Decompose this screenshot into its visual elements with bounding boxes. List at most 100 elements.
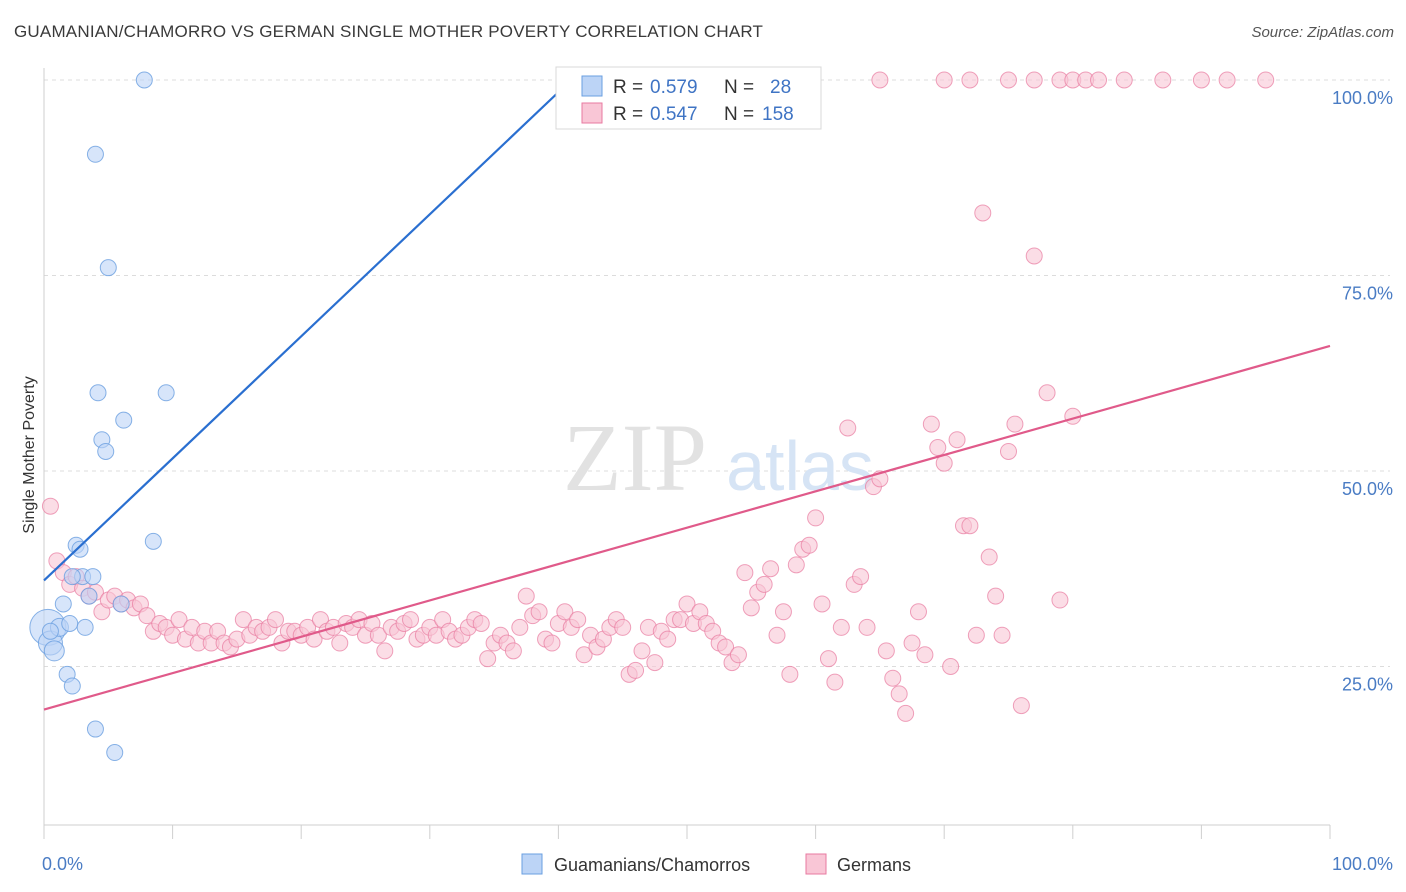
german-point [942,658,960,675]
german-point [922,415,940,433]
bottom-legend-guamanian: Guamanians/Chamorros [554,855,750,875]
german-point [903,634,921,652]
german-point [762,560,780,578]
source-label: Source: ZipAtlas.com [1251,24,1394,41]
german-point [41,497,59,515]
german-point [819,650,837,668]
german-point [961,71,979,89]
guamanian-point [54,595,72,613]
legend-n-value-1: 28 [770,77,791,98]
german-point [993,626,1011,644]
bottom-legend-swatch-german [805,853,827,875]
legend-n-value-2: 158 [762,104,794,125]
guamanian-point [80,587,98,605]
german-point [736,564,754,582]
german-point [1257,71,1275,89]
german-point [170,611,188,629]
german-point [717,638,735,656]
german-point [781,665,799,683]
german-point [530,603,548,621]
trend-line-german [43,344,1331,711]
german-point [1025,247,1043,265]
german-point [729,646,747,664]
german-point [234,611,252,629]
german-point [627,661,645,679]
y-tick-label: 75.0% [1342,284,1393,304]
tick-labels: 25.0% 50.0% 75.0% 100.0% 0.0% 100.0% [42,88,1393,874]
guamanian-point [86,145,104,163]
german-point [472,614,490,632]
trend-line-guamanian [43,79,573,582]
guamanian-point [97,442,115,460]
german-point [1115,71,1133,89]
legend-swatch-guamanian [581,75,603,97]
y-tick-label: 50.0% [1342,479,1393,499]
y-tick-label: 100.0% [1332,88,1393,108]
legend-swatch-german [581,102,603,124]
german-point [614,618,632,636]
y-tick-label: 25.0% [1342,675,1393,695]
german-point [1012,697,1030,715]
german-point [897,704,915,722]
legend-n-label-2: N = [724,104,754,125]
legend-n-label-1: N = [724,77,754,98]
legend-r-value-2: 0.547 [650,104,698,125]
german-point [839,419,857,437]
data-points [29,71,1275,762]
german-point [916,646,934,664]
german-point [376,642,394,660]
german-point [517,587,535,605]
german-point [1000,71,1017,89]
german-point [331,634,349,652]
legend-r-label-2: R = [613,104,643,125]
german-point [569,611,587,629]
german-point [369,626,387,644]
german-point [800,536,818,554]
guamanian-point [106,744,124,762]
german-point [948,431,966,449]
guamanian-point [86,720,104,738]
german-point [1090,71,1108,89]
german-point [1000,442,1017,460]
guamanian-point [63,568,81,586]
guamanian-point [43,640,65,662]
trend-lines [43,79,1331,711]
german-point [987,587,1005,605]
german-point [1006,415,1024,433]
guamanian-point [115,411,133,429]
german-point [774,603,792,621]
german-point [768,626,786,644]
german-point [1051,591,1069,609]
guamanian-point [89,384,107,402]
german-point [504,642,522,660]
german-point [877,642,895,660]
german-point [967,626,985,644]
german-point [909,603,927,621]
guamanian-point [76,618,94,636]
german-point [511,618,529,636]
x-tick-label: 100.0% [1332,854,1393,874]
chart-title: GUAMANIAN/CHAMORRO VS GERMAN SINGLE MOTH… [14,22,764,41]
german-point [935,71,953,89]
german-point [813,595,831,613]
guamanian-point [135,71,153,89]
watermark-atlas: atlas [726,427,874,505]
guamanian-point [84,568,102,586]
german-point [646,654,664,672]
german-point [890,685,908,703]
german-point [755,575,773,593]
guamanian-point [157,384,175,402]
german-point [1154,71,1172,89]
legend-r-value-1: 0.579 [650,77,698,98]
bottom-legend-swatch-guamanian [521,853,543,875]
german-point [884,669,902,687]
german-point [832,618,850,636]
german-point [138,607,156,625]
y-axis-label: Single Mother Poverty [21,376,38,533]
german-point [266,611,284,629]
german-point [852,568,870,586]
german-point [659,630,677,648]
german-point [871,71,889,89]
german-point [742,599,760,617]
